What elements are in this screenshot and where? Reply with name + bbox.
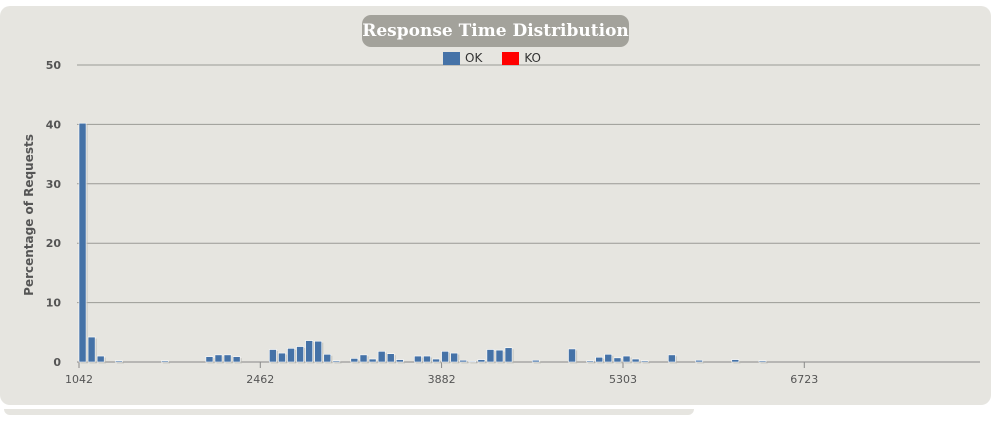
bar-ok — [459, 359, 468, 363]
x-tick-label-2462: 2462 — [246, 373, 274, 386]
y-tick-label-0: 0 — [53, 356, 61, 369]
bar-ok — [695, 359, 703, 363]
bar-ok — [495, 349, 504, 363]
bar-ok — [161, 360, 169, 363]
bars-ok — [78, 122, 768, 364]
chart-panel — [0, 6, 991, 405]
bar-ok — [305, 340, 313, 363]
bar-ok — [269, 349, 277, 363]
bar-ok — [758, 360, 767, 363]
panel-shadow — [4, 409, 694, 415]
bar-ok — [423, 355, 431, 363]
bar-shadow — [733, 361, 741, 364]
bar-ok — [205, 356, 214, 363]
legend: OK KO — [443, 50, 561, 66]
bar-ok — [468, 360, 477, 363]
bar-ok — [486, 349, 495, 363]
bar-ok — [114, 360, 123, 363]
y-tick-label-10: 10 — [46, 297, 62, 310]
bar-ok — [668, 354, 676, 363]
y-tick-label-30: 30 — [46, 178, 62, 191]
y-tick-label-40: 40 — [46, 118, 62, 131]
bar-ok — [96, 355, 105, 363]
bar-ok — [87, 336, 96, 363]
bar-ok — [323, 353, 332, 363]
bar-ok — [504, 347, 513, 363]
x-tick-label-3882: 3882 — [428, 373, 456, 386]
legend-item-ok[interactable]: OK — [443, 51, 482, 65]
bar-ok — [622, 355, 631, 363]
bar-ok — [287, 348, 295, 363]
bar-ok — [631, 358, 640, 363]
bar-ok — [731, 359, 740, 363]
bar-ok — [359, 354, 368, 363]
bar-ok — [450, 352, 459, 363]
bar-ok — [296, 346, 304, 363]
bar-ok — [568, 348, 576, 363]
y-axis-ticks: 0 10 20 30 40 50 — [46, 59, 62, 369]
legend-swatch-ok — [443, 51, 460, 65]
bar-ok — [586, 360, 594, 363]
bar-ok — [386, 353, 395, 363]
legend-swatch-ko — [502, 51, 520, 65]
bar-ok — [432, 358, 440, 363]
bar-shadow — [479, 361, 487, 364]
bar-shadow — [470, 362, 478, 364]
bar-ok — [613, 357, 622, 363]
x-tick-label-5303: 5303 — [609, 373, 637, 386]
bar-shadow — [697, 361, 705, 364]
bar-ok — [640, 360, 649, 363]
bar-ok — [278, 352, 286, 363]
bar-ok — [395, 359, 404, 363]
bar-shadow — [397, 361, 405, 364]
bar-ok — [332, 360, 341, 363]
bar-ok — [414, 355, 422, 363]
bar-ok — [377, 351, 386, 363]
bar-ok — [595, 356, 604, 363]
bar-ok — [214, 354, 223, 363]
bar-ok — [604, 353, 613, 363]
bar-ok — [477, 359, 486, 363]
x-axis-ticks: 1042 2462 3882 5303 6723 — [65, 362, 818, 386]
bar-shadow — [162, 362, 171, 364]
legend-item-ko[interactable]: KO — [502, 51, 541, 65]
bar-ok — [350, 358, 359, 363]
bar-shadow — [461, 361, 469, 364]
grid-lines — [77, 64, 980, 363]
y-tick-label-20: 20 — [46, 237, 62, 250]
bar-shadow — [533, 361, 541, 364]
bar-ok — [441, 351, 449, 363]
y-axis-label: Percentage of Requests — [22, 134, 36, 296]
bar-shadow — [588, 362, 596, 364]
bar-ok — [314, 340, 323, 363]
bar-shadow — [334, 362, 342, 364]
bar-ok — [368, 358, 377, 363]
bar-ok — [232, 356, 241, 363]
bar-shadow — [760, 362, 768, 364]
bar-shadow — [642, 362, 650, 364]
bar-shadow — [116, 362, 124, 364]
bar-ok — [531, 359, 540, 363]
legend-label-ok: OK — [465, 51, 483, 65]
bar-ok — [223, 354, 232, 363]
x-tick-label-6723: 6723 — [790, 373, 818, 386]
chart-title: Response Time Distribution — [362, 15, 629, 47]
x-tick-label-1042: 1042 — [65, 373, 93, 386]
legend-label-ko: KO — [524, 51, 541, 65]
y-tick-label-50: 50 — [46, 59, 62, 72]
bar-ok — [78, 122, 87, 363]
